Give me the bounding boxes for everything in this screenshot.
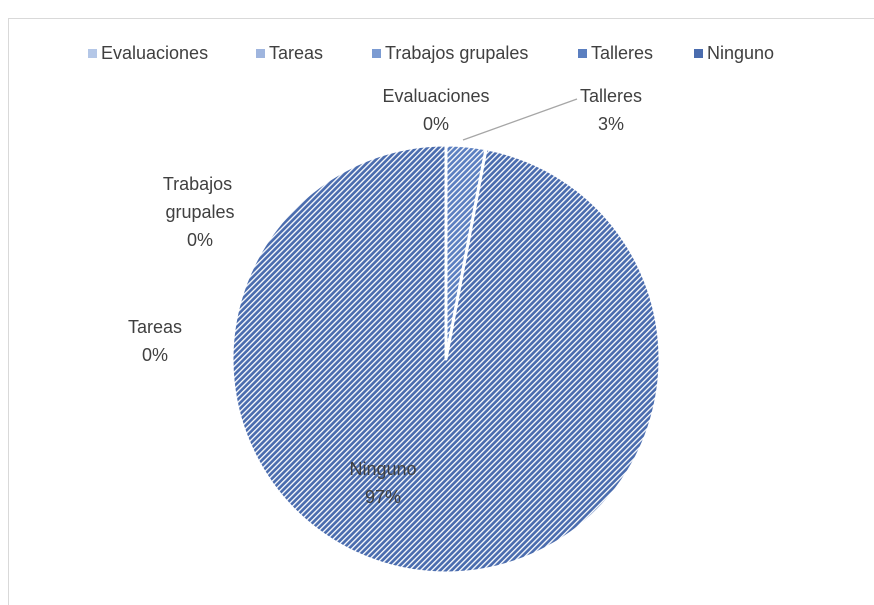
data-label-name: Talleres xyxy=(580,86,642,106)
data-label-name: Trabajos grupales xyxy=(163,174,237,222)
legend-label: Talleres xyxy=(591,43,653,63)
legend-swatch xyxy=(372,49,381,58)
legend-label: Tareas xyxy=(269,43,323,63)
legend-swatch xyxy=(694,49,703,58)
leader-line xyxy=(462,98,578,141)
legend-label: Ninguno xyxy=(707,43,774,63)
data-label-value: 0% xyxy=(187,230,213,250)
data-label-name: Evaluaciones xyxy=(382,86,489,106)
pie-slice xyxy=(230,143,662,575)
legend-swatch xyxy=(88,49,97,58)
legend-swatch xyxy=(256,49,265,58)
data-label-value: 97% xyxy=(365,487,401,507)
data-label-name: Tareas xyxy=(128,317,182,337)
legend-label: Trabajos grupales xyxy=(385,43,528,63)
data-label-value: 0% xyxy=(142,345,168,365)
legend-label: Evaluaciones xyxy=(101,43,208,63)
data-label-name: Ninguno xyxy=(349,459,416,479)
data-label-value: 3% xyxy=(598,114,624,134)
legend-swatch xyxy=(578,49,587,58)
data-label-value: 0% xyxy=(423,114,449,134)
